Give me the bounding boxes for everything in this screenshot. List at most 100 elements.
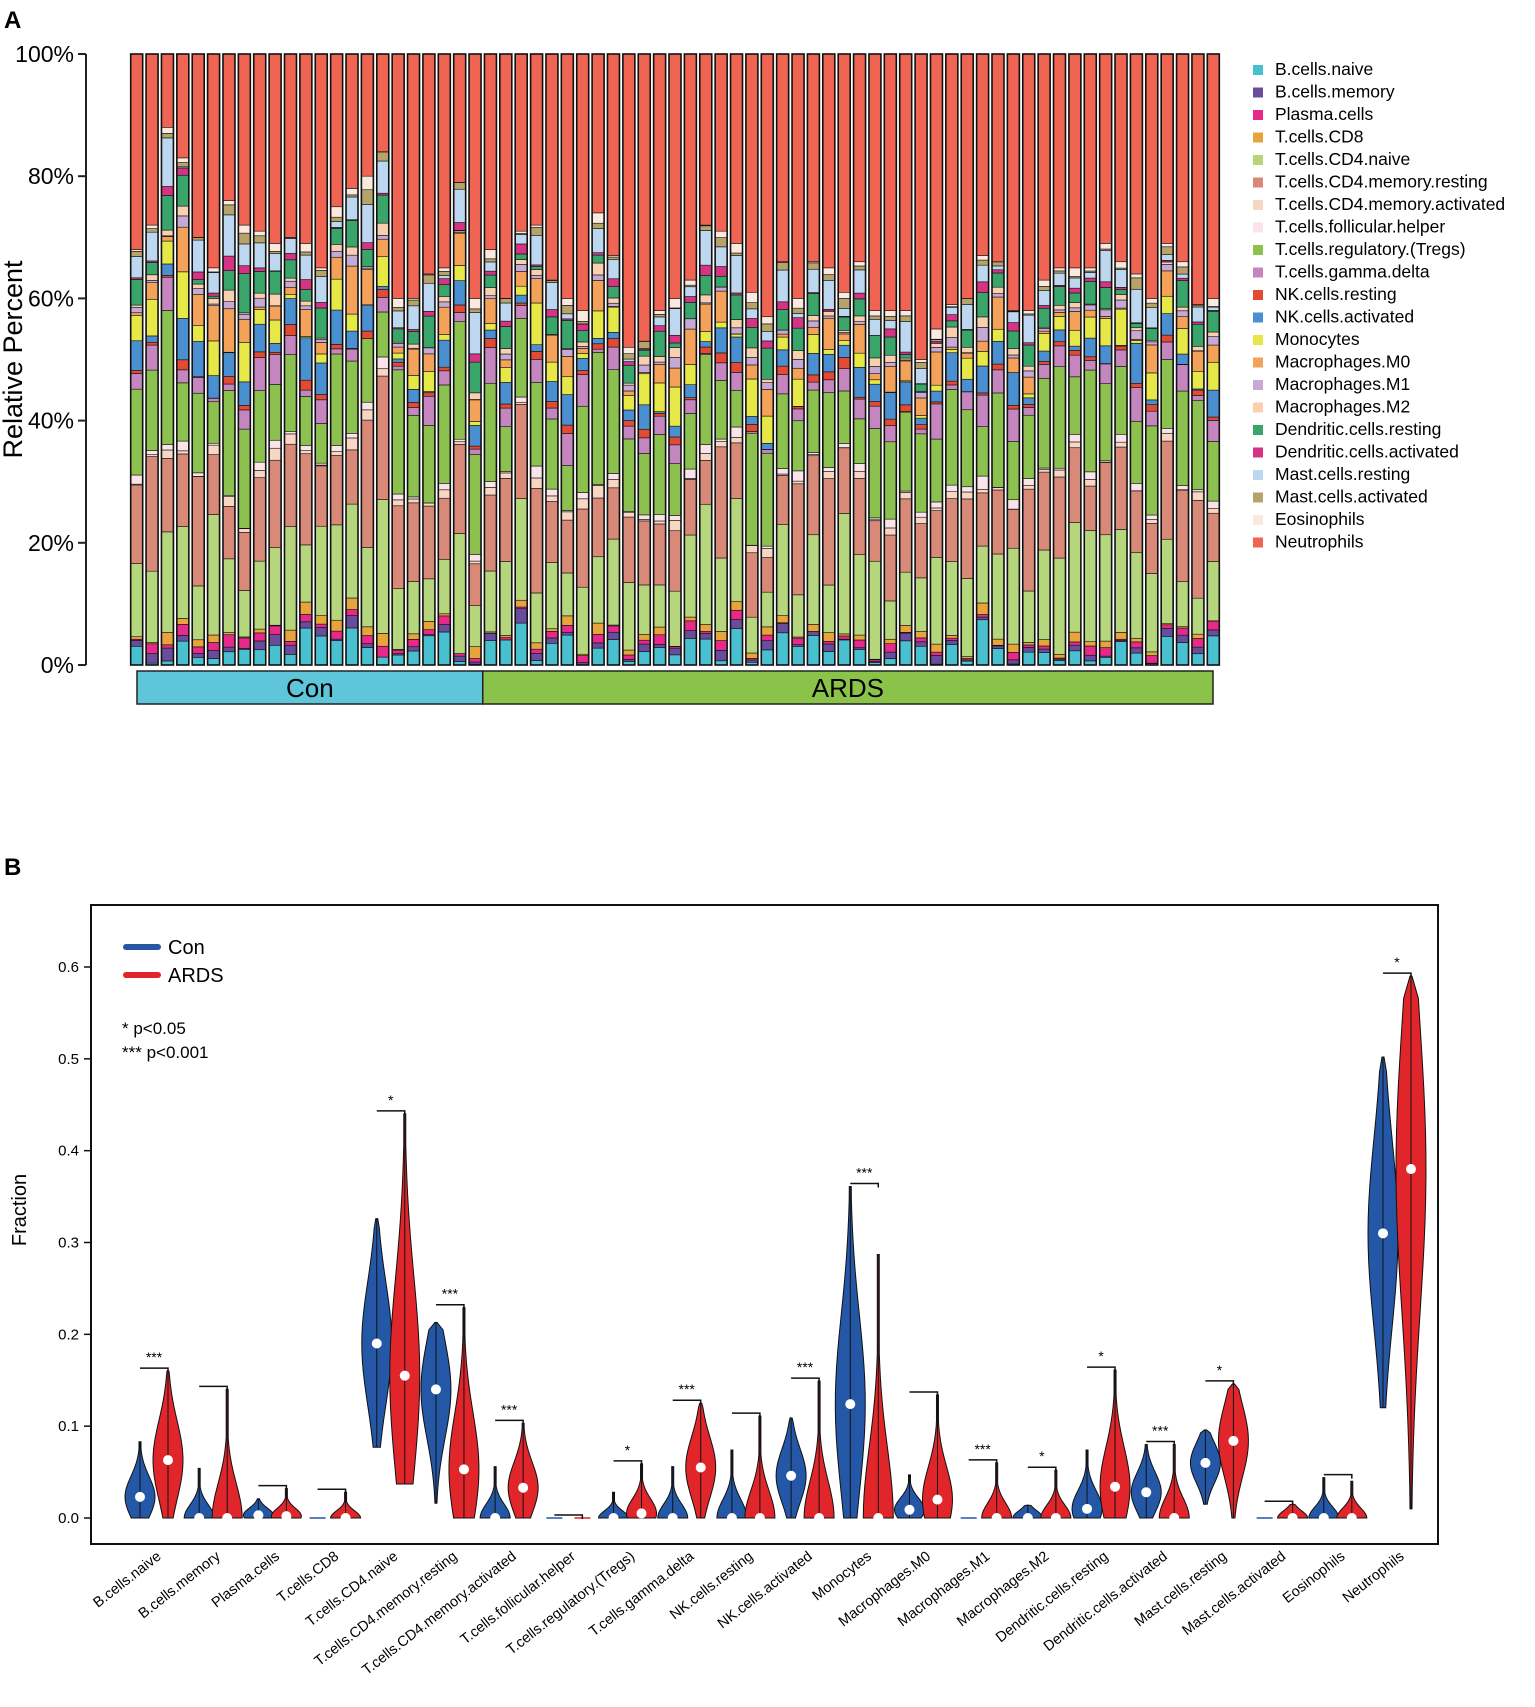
bar-segment (760, 557, 774, 593)
bar-segment (837, 330, 851, 333)
bar-segment (453, 438, 466, 443)
legend-label: T.cells.gamma.delta (1275, 262, 1430, 282)
bar-segment (1007, 643, 1020, 653)
bar-segment (437, 339, 451, 368)
bar-outline (837, 53, 851, 666)
bar-segment (930, 340, 943, 344)
bar-segment (914, 368, 928, 384)
bar-segment (499, 426, 513, 472)
bar-segment (268, 293, 282, 307)
sig-bracket (140, 1367, 169, 1373)
bar-segment (176, 226, 190, 273)
bar-segment (1099, 281, 1112, 288)
bar-segment (699, 303, 713, 332)
violin-median-dot (163, 1455, 173, 1466)
bar-outline (560, 53, 575, 666)
bar-segment (1191, 638, 1205, 648)
bar-segment (622, 511, 636, 518)
bar-outline (945, 53, 959, 666)
bar-segment (145, 570, 159, 643)
bar-segment (930, 655, 943, 665)
bar-segment (976, 426, 989, 477)
bar-segment (361, 643, 374, 648)
bar-segment (914, 428, 928, 435)
bar-segment (145, 224, 159, 229)
bar-segment (1007, 408, 1020, 442)
bar-segment (1083, 530, 1097, 642)
violin-median-dot (518, 1482, 529, 1493)
plot-frame (90, 904, 1439, 1545)
bar-segment (222, 390, 236, 496)
bar-segment (776, 623, 789, 634)
bar-segment (776, 333, 789, 338)
bar-segment (822, 280, 836, 310)
bar-segment (253, 461, 267, 471)
bar-segment (437, 284, 451, 297)
bar-segment (238, 649, 251, 666)
bar-segment (699, 444, 713, 454)
bar-segment (884, 320, 897, 330)
bar-segment (545, 407, 559, 420)
bar-segment (238, 381, 251, 406)
bar-segment (791, 408, 805, 422)
sig-marker: *** (797, 1359, 814, 1375)
bar-segment (422, 505, 436, 580)
bar-segment (853, 261, 866, 267)
bar-segment (222, 506, 236, 560)
bar-segment (899, 310, 913, 317)
bar-segment-neutrophils (576, 53, 590, 311)
legend-swatch (1253, 335, 1263, 345)
bar-segment (253, 309, 267, 325)
sample-bar (222, 53, 236, 666)
bar-segment (1207, 441, 1220, 502)
bar-segment (176, 450, 190, 455)
violin-con (1189, 1429, 1221, 1505)
bar-segment (130, 256, 143, 279)
bar-segment (976, 619, 989, 666)
bar-segment (238, 532, 251, 591)
bar-segment (930, 557, 943, 645)
legend-swatch (1253, 492, 1263, 503)
bar-segment (1083, 641, 1097, 647)
bar-segment (745, 432, 759, 546)
bar-segment (591, 497, 605, 558)
bar-segment (822, 379, 836, 393)
bar-segment (653, 523, 666, 586)
bar-segment (760, 649, 774, 666)
bar-segment (161, 229, 174, 237)
bar-segment (884, 527, 897, 536)
bar-segment (884, 336, 897, 356)
bar-segment (514, 318, 528, 398)
bar-segment (730, 319, 743, 329)
violin-median-dot (873, 1513, 884, 1523)
bar-segment (530, 269, 543, 276)
bar-segment (437, 267, 451, 272)
bar-segment (191, 653, 205, 658)
bar-segment (407, 415, 420, 498)
bar-outline (483, 53, 498, 666)
bar-segment (976, 255, 989, 261)
bar-segment (253, 357, 267, 391)
bar-segment (699, 341, 713, 348)
bar-segment (207, 514, 220, 636)
bar-segment (253, 306, 267, 310)
y-tick-label: 0.0 (58, 1510, 79, 1527)
y-tick-label: 100% (15, 41, 74, 67)
bar-segment (837, 308, 851, 317)
bar-segment (991, 392, 1005, 488)
bar-segment (807, 293, 820, 316)
bar-segment (807, 353, 820, 376)
bar-segment (238, 590, 251, 638)
bar-segment (161, 449, 174, 459)
bar-outline (822, 53, 836, 666)
bar-segment (607, 631, 620, 640)
violin-con (420, 1321, 452, 1504)
bar-segment (699, 633, 713, 640)
bar-segment (268, 305, 282, 321)
bar-segment (637, 453, 651, 516)
bar-segment (637, 514, 651, 520)
violin-con (124, 1441, 156, 1519)
bar-segment (607, 369, 620, 474)
bar-segment (914, 392, 928, 399)
sample-bar (822, 53, 836, 666)
